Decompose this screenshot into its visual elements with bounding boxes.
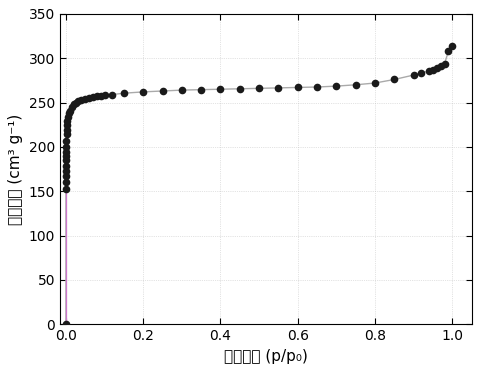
Point xyxy=(62,144,70,150)
Point xyxy=(62,321,70,327)
Point xyxy=(391,77,398,83)
Point xyxy=(64,114,72,120)
Point xyxy=(62,168,70,174)
Point xyxy=(64,118,72,124)
Point xyxy=(410,72,418,78)
Point xyxy=(437,63,444,69)
Point xyxy=(433,65,441,71)
Point xyxy=(429,67,437,73)
Point xyxy=(236,86,244,92)
Point xyxy=(62,163,70,169)
Point xyxy=(101,93,108,99)
Point xyxy=(70,101,77,107)
Point xyxy=(73,98,81,104)
Point xyxy=(62,149,70,155)
X-axis label: 相对压强 (p/p₀): 相对压强 (p/p₀) xyxy=(224,349,308,364)
Point xyxy=(63,122,71,128)
Point xyxy=(275,85,282,91)
Point xyxy=(441,61,448,67)
Point xyxy=(89,94,97,100)
Point xyxy=(352,82,360,88)
Point xyxy=(313,84,321,90)
Point xyxy=(294,84,301,90)
Point xyxy=(371,80,379,86)
Point xyxy=(159,88,167,94)
Point xyxy=(62,173,70,179)
Point xyxy=(418,70,425,76)
Point xyxy=(120,90,128,96)
Point xyxy=(62,138,70,144)
Point xyxy=(448,43,456,49)
Point xyxy=(178,87,186,93)
Point xyxy=(62,157,70,163)
Point xyxy=(63,131,71,137)
Point xyxy=(216,86,224,92)
Point xyxy=(63,127,71,133)
Point xyxy=(62,179,70,185)
Y-axis label: 吸附体积 (cm³ g⁻¹): 吸附体积 (cm³ g⁻¹) xyxy=(8,113,24,225)
Point xyxy=(255,85,263,91)
Point xyxy=(62,186,70,192)
Point xyxy=(78,97,85,103)
Point xyxy=(62,153,70,159)
Point xyxy=(97,93,105,99)
Point xyxy=(333,83,340,89)
Point xyxy=(108,92,116,97)
Point xyxy=(444,48,452,54)
Point xyxy=(68,104,75,110)
Point xyxy=(65,110,73,116)
Point xyxy=(425,68,433,74)
Point xyxy=(66,108,73,113)
Point xyxy=(82,96,89,102)
Point xyxy=(85,94,93,100)
Point xyxy=(139,89,147,95)
Point xyxy=(197,87,205,93)
Point xyxy=(72,100,79,106)
Point xyxy=(93,93,101,99)
